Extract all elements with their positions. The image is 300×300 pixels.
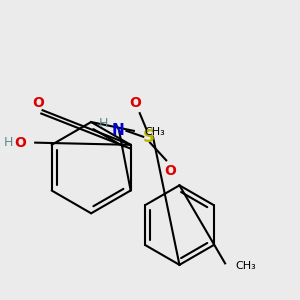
Text: CH₃: CH₃ — [236, 261, 256, 271]
Text: H: H — [99, 117, 109, 130]
Text: N: N — [111, 123, 124, 138]
Text: O: O — [129, 96, 141, 110]
Text: CH₃: CH₃ — [144, 127, 165, 137]
Text: H: H — [4, 136, 14, 149]
Text: O: O — [32, 96, 44, 110]
Text: O: O — [165, 164, 177, 178]
Text: S: S — [142, 128, 154, 146]
Text: O: O — [14, 136, 26, 150]
